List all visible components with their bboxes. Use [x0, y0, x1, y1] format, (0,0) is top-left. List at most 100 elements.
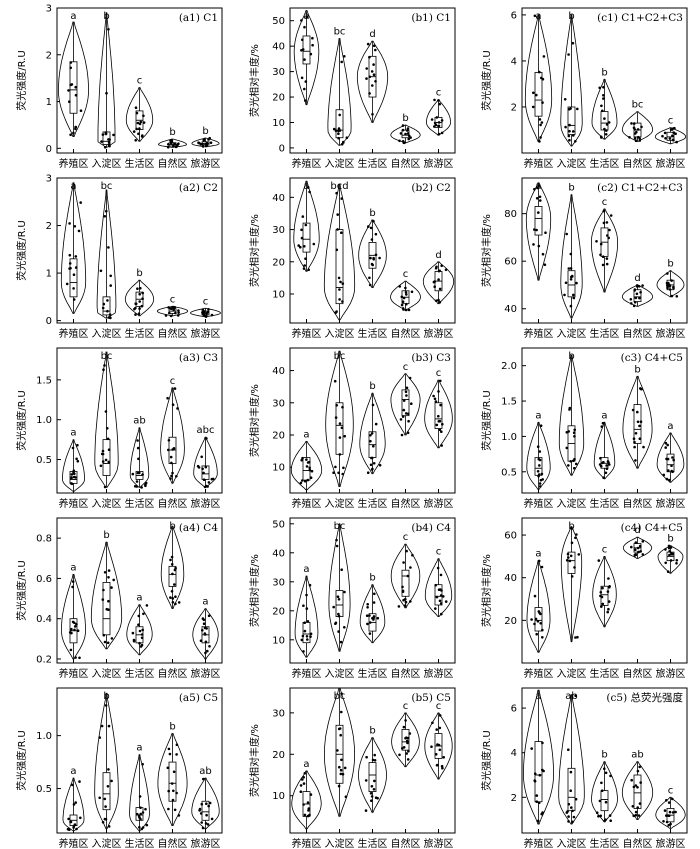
- category-label: 入淀区: [92, 327, 122, 340]
- data-point: [667, 801, 671, 804]
- data-point: [540, 121, 544, 124]
- data-point: [602, 85, 605, 89]
- data-point: [343, 766, 347, 770]
- significance-letter: d: [435, 250, 441, 261]
- data-point: [432, 394, 435, 398]
- data-point: [671, 456, 674, 459]
- data-point: [402, 399, 406, 402]
- data-point: [104, 818, 108, 821]
- data-point: [138, 292, 141, 296]
- data-point: [538, 485, 542, 488]
- y-tick-label: 0.2: [36, 654, 52, 665]
- data-point: [570, 527, 574, 530]
- data-point: [604, 818, 607, 821]
- data-point: [107, 28, 110, 31]
- data-point: [672, 131, 675, 134]
- data-point: [210, 477, 214, 481]
- data-point: [131, 472, 135, 476]
- data-point: [638, 139, 642, 142]
- data-point: [370, 468, 374, 471]
- data-point: [574, 462, 578, 466]
- data-point: [410, 290, 414, 294]
- data-point: [109, 274, 112, 278]
- data-point: [605, 257, 609, 260]
- data-point: [75, 457, 78, 461]
- data-point: [538, 611, 541, 614]
- significance-letter: c: [170, 376, 176, 387]
- data-point: [670, 469, 673, 473]
- data-point: [343, 434, 347, 438]
- data-point: [207, 804, 210, 808]
- data-point: [170, 563, 174, 566]
- significance-letter: ab: [565, 691, 577, 702]
- data-point: [407, 308, 411, 312]
- y-tick-label: 50: [272, 519, 285, 530]
- data-point: [404, 719, 407, 722]
- data-point: [664, 446, 667, 449]
- data-point: [541, 741, 544, 745]
- data-point: [570, 806, 573, 809]
- data-point: [105, 607, 109, 611]
- data-point: [372, 73, 376, 76]
- data-point: [137, 457, 140, 461]
- data-point: [171, 403, 175, 407]
- data-point: [68, 262, 72, 265]
- y-tick-label: 30: [272, 708, 285, 719]
- panel-b4: 10 20 30 40 50 荧光相对丰度/% (b4) C4 养殖区 入淀区 生活区 自然区 旅游区…: [248, 517, 456, 680]
- data-point: [300, 228, 303, 232]
- data-point: [144, 807, 147, 811]
- data-point: [68, 222, 71, 225]
- data-point: [406, 431, 410, 435]
- data-point: [100, 724, 104, 728]
- y-axis-label: 荧光相对丰度/%: [248, 724, 261, 797]
- data-point: [599, 135, 603, 139]
- data-point: [630, 122, 633, 125]
- data-point: [574, 536, 577, 540]
- data-point: [566, 552, 570, 556]
- data-point: [72, 803, 76, 806]
- data-point: [540, 565, 544, 569]
- data-point: [204, 315, 208, 318]
- data-point: [107, 768, 110, 771]
- data-point: [338, 113, 342, 117]
- iqr-box: [335, 590, 344, 618]
- data-point: [340, 758, 343, 762]
- data-point: [369, 256, 372, 260]
- data-point: [67, 89, 70, 92]
- data-point: [600, 595, 604, 599]
- data-point: [134, 313, 137, 316]
- data-point: [404, 308, 408, 312]
- data-point: [372, 601, 376, 604]
- data-point: [570, 275, 573, 279]
- data-point: [571, 130, 575, 133]
- data-point: [537, 244, 541, 248]
- data-point: [404, 291, 408, 294]
- data-point: [401, 140, 405, 143]
- category-label: 养殖区: [292, 837, 322, 849]
- data-point: [302, 267, 306, 270]
- data-point: [304, 99, 307, 102]
- data-point: [409, 600, 412, 603]
- data-point: [605, 129, 608, 132]
- data-point: [369, 226, 373, 230]
- data-point: [101, 133, 105, 136]
- data-point: [72, 826, 75, 829]
- data-point: [106, 641, 110, 645]
- data-point: [141, 134, 144, 137]
- data-point: [533, 772, 537, 775]
- significance-letter: b: [601, 750, 607, 761]
- data-point: [139, 812, 142, 816]
- category-label: 生活区: [358, 837, 388, 849]
- y-tick-label: 1.0: [501, 432, 517, 443]
- data-point: [107, 599, 110, 603]
- data-point: [99, 464, 103, 468]
- data-point: [674, 132, 677, 135]
- data-point: [338, 453, 342, 456]
- data-point: [368, 55, 371, 59]
- data-point: [435, 764, 439, 767]
- data-point: [337, 471, 340, 475]
- data-point: [636, 546, 640, 550]
- data-point: [662, 820, 665, 823]
- significance-letter: c: [602, 544, 608, 555]
